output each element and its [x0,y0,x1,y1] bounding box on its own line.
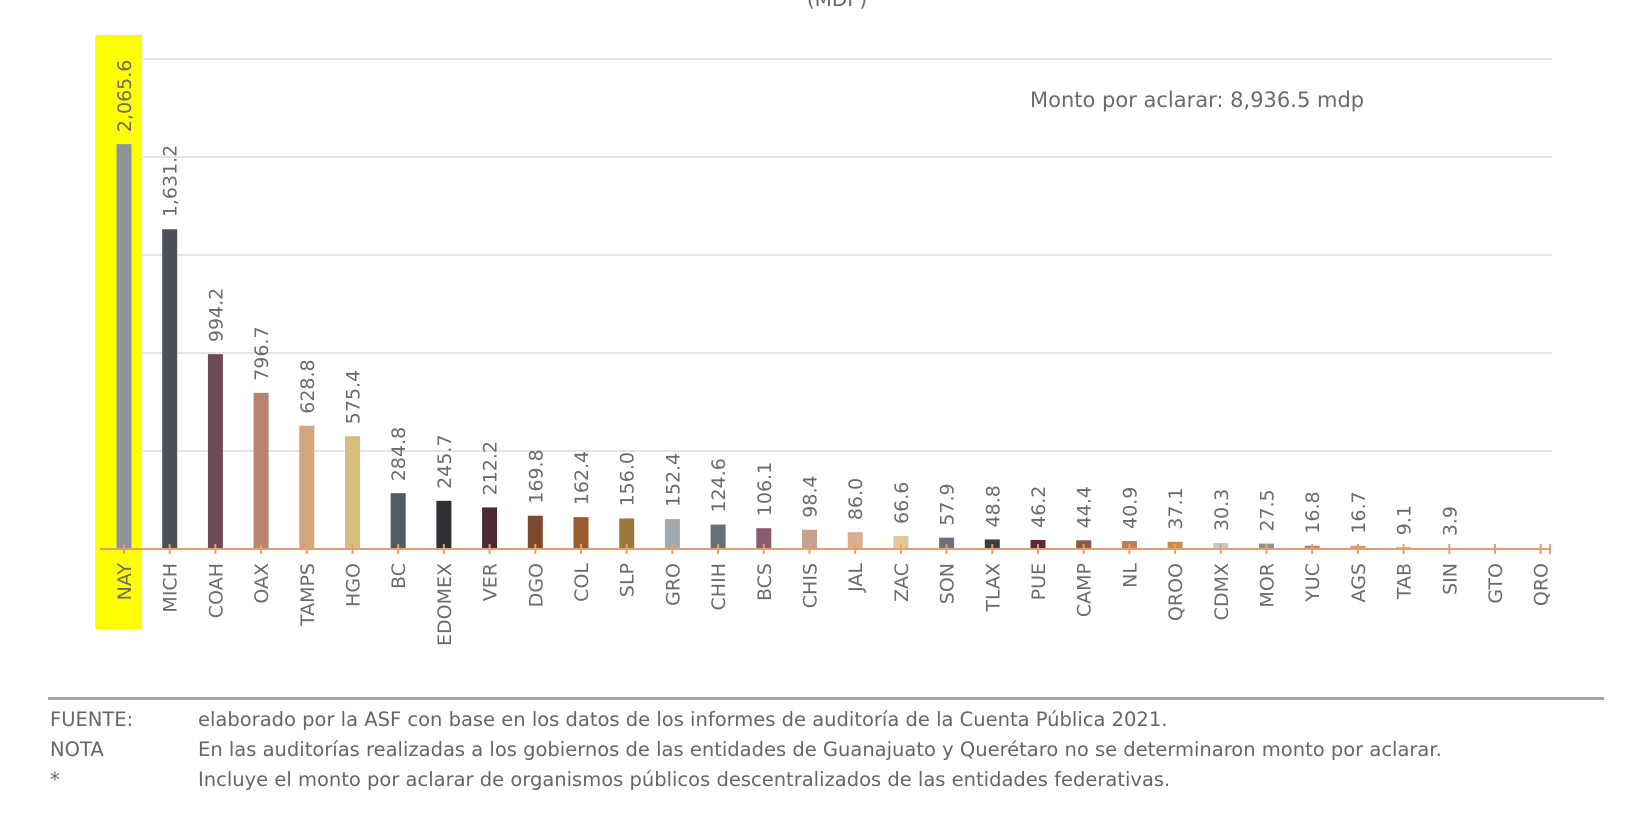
value-label: 245.7 [434,434,456,488]
category-label: DGO [525,563,547,607]
category-label: TAMPS [297,563,319,627]
value-label: 152.4 [662,453,684,507]
category-label: CHIS [800,563,822,608]
category-label: HGO [343,563,365,607]
category-label: TAB [1394,563,1416,600]
value-label: 86.0 [845,478,867,520]
value-label: 106.1 [754,462,776,516]
value-label: 3.9 [1439,506,1461,536]
category-label: MOR [1257,563,1279,608]
value-label: 57.9 [937,483,959,525]
bar-mich [162,229,178,550]
category-label: EDOMEX [434,563,456,646]
bar-jal [847,532,863,549]
footer-divider [48,697,1604,700]
footnote-text: En las auditorías realizadas a los gobie… [198,738,1442,761]
category-label: COL [571,563,593,602]
bar-col [573,517,589,549]
value-label: 44.4 [1074,486,1096,528]
category-label: OAX [251,563,273,604]
bar-nay [116,144,132,549]
chart-subtitle: (MDP) [807,0,867,11]
bar-zac [893,535,909,549]
bar-edomex [436,500,452,549]
category-label: CAMP [1074,563,1096,617]
category-label: QRO [1531,563,1553,606]
value-label: 156.0 [617,452,639,506]
category-label: ZAC [891,563,913,602]
value-label: 16.7 [1348,491,1370,533]
footnote-text: Incluye el monto por aclarar de organism… [198,768,1171,791]
value-label: 162.4 [571,451,593,505]
footnote-key: NOTA [50,738,104,761]
footnote-key: FUENTE: [50,708,134,731]
bar-oax [253,392,269,549]
gridlines [100,58,1552,452]
category-label: BCS [754,563,776,601]
bar-chis [802,529,817,549]
bar-ver [482,507,498,549]
value-label: 66.6 [891,482,913,524]
category-label: CDMX [1211,563,1233,620]
bar-son [939,537,955,549]
category-label: MICH [160,563,182,613]
category-labels: NAY MICH COAH OAX TAMPS HGO BC EDOMEX VER DGO COL S… [114,563,1553,646]
category-label: TLAX [982,563,1004,613]
bar-chart: (MDP) 2,065.6 1,631.2 994.2 796.7 628.8 575.4… [95,0,1553,646]
value-label: 9.1 [1394,505,1416,535]
total-annotation: Monto por aclarar: 8,936.5 mdp [1030,88,1364,112]
category-label: GTO [1485,563,1507,604]
bar-bcs [756,528,772,549]
bars [116,144,1457,550]
value-label: 796.7 [251,326,273,380]
category-label: NL [1119,563,1141,588]
footnote-text: elaborado por la ASF con base en los dat… [198,708,1168,731]
category-label: BC [388,563,410,589]
bar-dgo [527,515,543,549]
value-label: 124.6 [708,458,730,512]
data-labels: 2,065.6 1,631.2 994.2 796.7 628.8 575.4 284.8 2… [114,60,1461,537]
value-label: 284.8 [388,427,410,481]
value-label: 1,631.2 [160,145,182,218]
bar-gro [664,519,680,549]
category-label: VER [480,563,502,601]
value-label: 169.8 [525,449,547,503]
bar-bc [390,493,406,549]
category-label: QROO [1165,563,1187,621]
category-label: SIN [1439,563,1461,595]
value-label: 98.4 [800,475,822,517]
value-label: 16.8 [1302,491,1324,533]
value-label: 37.1 [1165,487,1187,529]
category-label: GRO [662,563,684,606]
category-label: SON [937,563,959,604]
category-label: NAY [114,563,136,601]
value-label: 30.3 [1211,489,1233,531]
value-label: 628.8 [297,359,319,413]
category-label: COAH [205,563,227,618]
category-label: YUC [1302,563,1324,603]
value-label: 994.2 [205,288,227,342]
category-label: AGS [1348,563,1370,602]
bar-tamps [299,425,315,549]
x-axis [100,544,1551,554]
bar-slp [619,518,635,549]
category-label: SLP [617,563,639,597]
category-label: CHIH [708,563,730,610]
value-label: 575.4 [343,370,365,424]
bar-hgo [345,436,360,549]
value-label: 40.9 [1119,487,1141,529]
footnote-key: * [50,768,60,791]
bar-chih [710,524,726,549]
bar-coah [207,354,223,549]
category-label: PUE [1028,563,1050,600]
value-label: 46.2 [1028,486,1050,528]
value-label: 48.8 [982,485,1004,527]
value-label: 212.2 [480,441,502,495]
category-label: JAL [845,563,867,593]
value-label: 2,065.6 [114,60,136,133]
value-label: 27.5 [1257,489,1279,531]
